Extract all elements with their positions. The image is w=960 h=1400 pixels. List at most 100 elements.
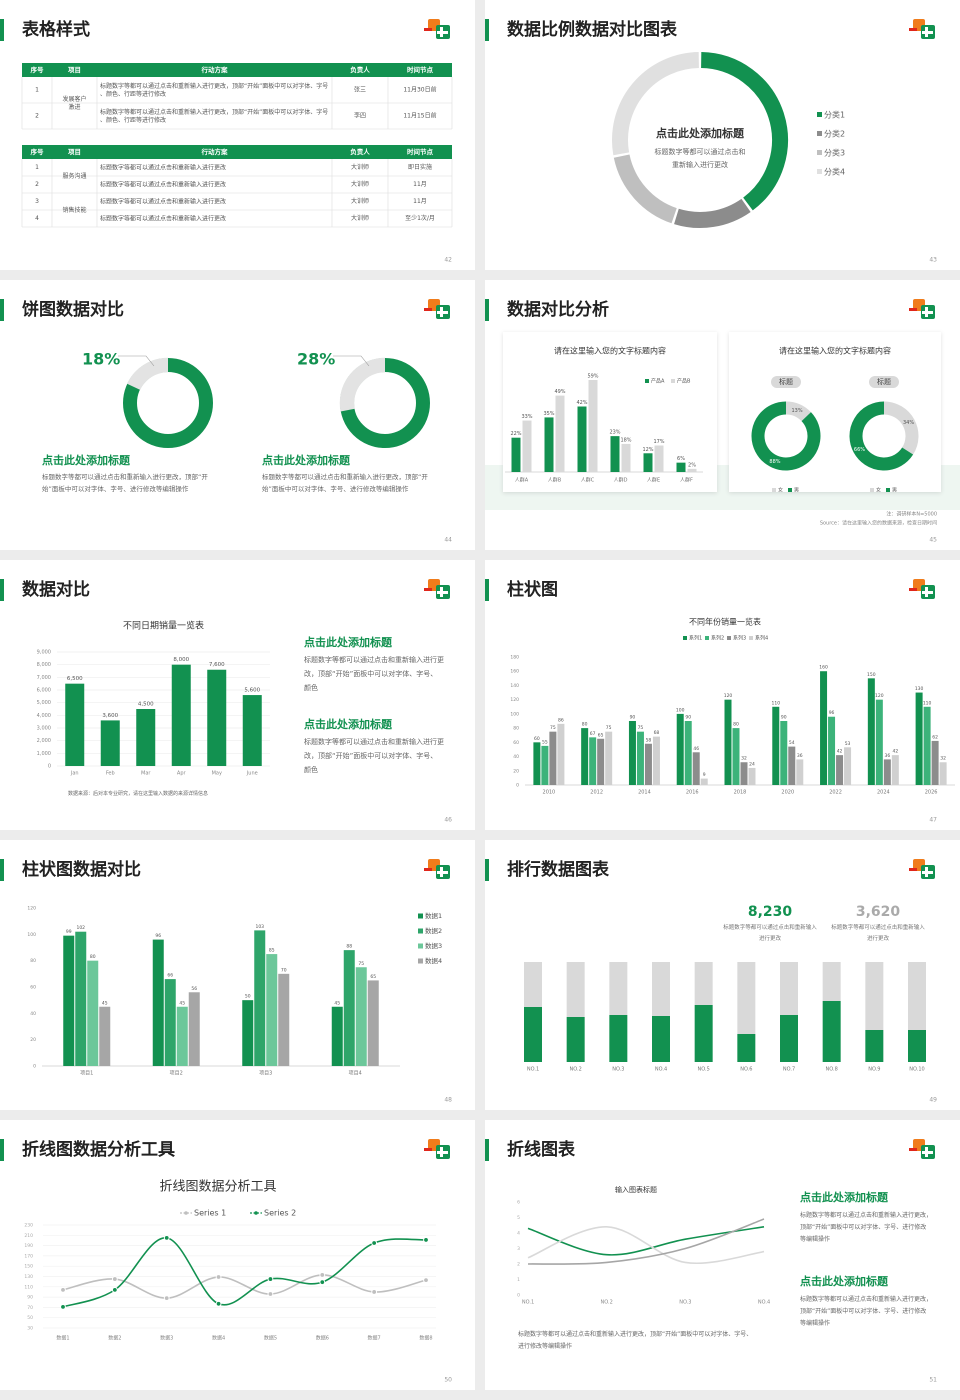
text-line: 、颜色、行距等进行修改	[100, 116, 166, 124]
bar	[610, 436, 620, 472]
x-tick-label: 2020	[781, 790, 794, 796]
slide: 柱状图数据对比 48 0 20 40 60 80 100 120 项目1 99 102 80 45 项目2 9…	[0, 840, 475, 1110]
donut-subtitle: 标题数字等都可以通过点击和重新输入进行更改	[655, 147, 746, 169]
text-line: 等编辑操作	[800, 1319, 830, 1327]
legend-swatch	[418, 913, 423, 919]
bar	[867, 678, 875, 785]
x-tick-label: 数据5	[264, 1335, 277, 1342]
x-tick-label: NO.5	[698, 1067, 710, 1073]
legend-label: 男	[892, 488, 897, 494]
text-line: 发展客户	[62, 95, 86, 103]
data-label: 42	[892, 749, 898, 755]
data-label: 33%	[521, 414, 532, 420]
line-marker	[163, 1295, 170, 1302]
legend-label: 女	[778, 487, 783, 494]
slide: 折线图数据分析工具 50 折线图数据分析工具 30 50 70 90 110 130 150 170…	[0, 1120, 475, 1390]
bar	[740, 762, 748, 785]
bar	[836, 755, 844, 785]
bar	[87, 960, 99, 1066]
table-group-label: 发展客户激进	[62, 95, 86, 111]
text-line: 颜色	[304, 765, 318, 774]
slide-title: 数据对比	[22, 579, 90, 600]
table-cell: 大训师	[351, 180, 369, 188]
chart-title: 请在这里输入您的文字标题内容	[554, 346, 666, 356]
donut-segment	[612, 52, 700, 156]
text-line: 标题数字等都可以通过点击和	[655, 147, 746, 156]
x-tick-label: 数据1	[56, 1335, 69, 1342]
bar	[242, 1000, 254, 1066]
logo	[424, 859, 450, 879]
text-line: 标题数字等都可以通过点击和重新输入进行更改	[100, 180, 226, 188]
table-header-cell: 序号	[30, 147, 45, 156]
y-tick-label: 7,000	[37, 675, 51, 681]
text-line: 标题数字等都可以通过点击和重新输入	[723, 923, 817, 931]
title-accent	[0, 1139, 4, 1161]
table-cell: 11月15日前	[403, 112, 436, 120]
data-label: 12%	[642, 447, 653, 453]
y-tick-label: 6	[517, 1200, 520, 1206]
page-number: 43	[929, 257, 937, 264]
text-heading: 点击此处添加标题	[304, 635, 393, 649]
data-label: 65	[370, 974, 376, 980]
data-label: 68	[654, 730, 660, 736]
bar-segment	[652, 962, 670, 1016]
y-tick-label: 40	[513, 754, 519, 760]
text-line: 服务沟通	[62, 172, 86, 180]
page-number: 47	[929, 817, 937, 824]
logo-part	[424, 28, 432, 31]
bar-segment	[780, 962, 798, 1015]
data-label: 32	[741, 756, 747, 762]
x-tick-label: 2018	[734, 790, 747, 796]
title-accent	[0, 579, 4, 601]
bar	[891, 755, 899, 785]
x-tick-label: 人群B	[548, 477, 562, 484]
text-line: 销售技能	[62, 206, 86, 214]
y-tick-label: 170	[24, 1253, 33, 1259]
logo-part	[437, 591, 448, 594]
slide-background	[0, 280, 475, 550]
y-tick-label: 1	[517, 1277, 520, 1283]
table-cell: 3	[35, 198, 39, 205]
data-label: 160	[819, 665, 828, 671]
item-body: 标题数字等都可以通过点击和重新输入进行更改，顶部“开始”面板中可以对字体、字号、…	[42, 472, 208, 493]
legend-marker	[184, 1211, 188, 1215]
data-label: 6,500	[67, 676, 83, 682]
leader-line	[333, 355, 370, 367]
bar	[676, 713, 684, 785]
logo-part	[909, 1148, 917, 1151]
data-label: 6%	[677, 456, 685, 462]
bar	[748, 767, 756, 785]
table-cell: 大训师	[351, 214, 369, 222]
y-tick-label: 5,000	[37, 700, 51, 706]
bar	[676, 462, 686, 472]
y-tick-label: 120	[510, 697, 519, 703]
slide-title: 折线图数据分析工具	[22, 1139, 175, 1160]
data-label: 34%	[903, 420, 914, 426]
bar	[533, 742, 541, 785]
page-number: 45	[929, 537, 937, 544]
y-tick-label: 6,000	[37, 688, 51, 694]
title-accent	[485, 299, 489, 321]
bar	[171, 664, 191, 766]
logo-part	[922, 31, 933, 34]
legend-swatch	[817, 150, 822, 155]
slide-title: 排行数据图表	[507, 859, 610, 880]
y-tick-label: 40	[30, 1011, 36, 1017]
x-tick-label: 人群A	[515, 477, 529, 484]
x-tick-label: 2026	[925, 790, 938, 796]
bar-segment	[694, 962, 713, 1005]
x-tick-label: 数据6	[316, 1335, 329, 1342]
bar	[644, 743, 652, 785]
text-line: 进行更改	[759, 934, 782, 942]
table-cell: 大训师	[351, 197, 369, 205]
x-tick-label: 项目1	[80, 1071, 93, 1077]
logo-part	[909, 868, 917, 871]
data-label: 96	[155, 933, 161, 939]
table-group-label: 服务沟通	[62, 172, 86, 180]
line-marker	[111, 1286, 118, 1293]
legend-swatch	[788, 488, 792, 492]
logo-part	[909, 28, 917, 31]
x-tick-label: 项目3	[259, 1071, 272, 1077]
data-label: 85	[269, 948, 275, 954]
